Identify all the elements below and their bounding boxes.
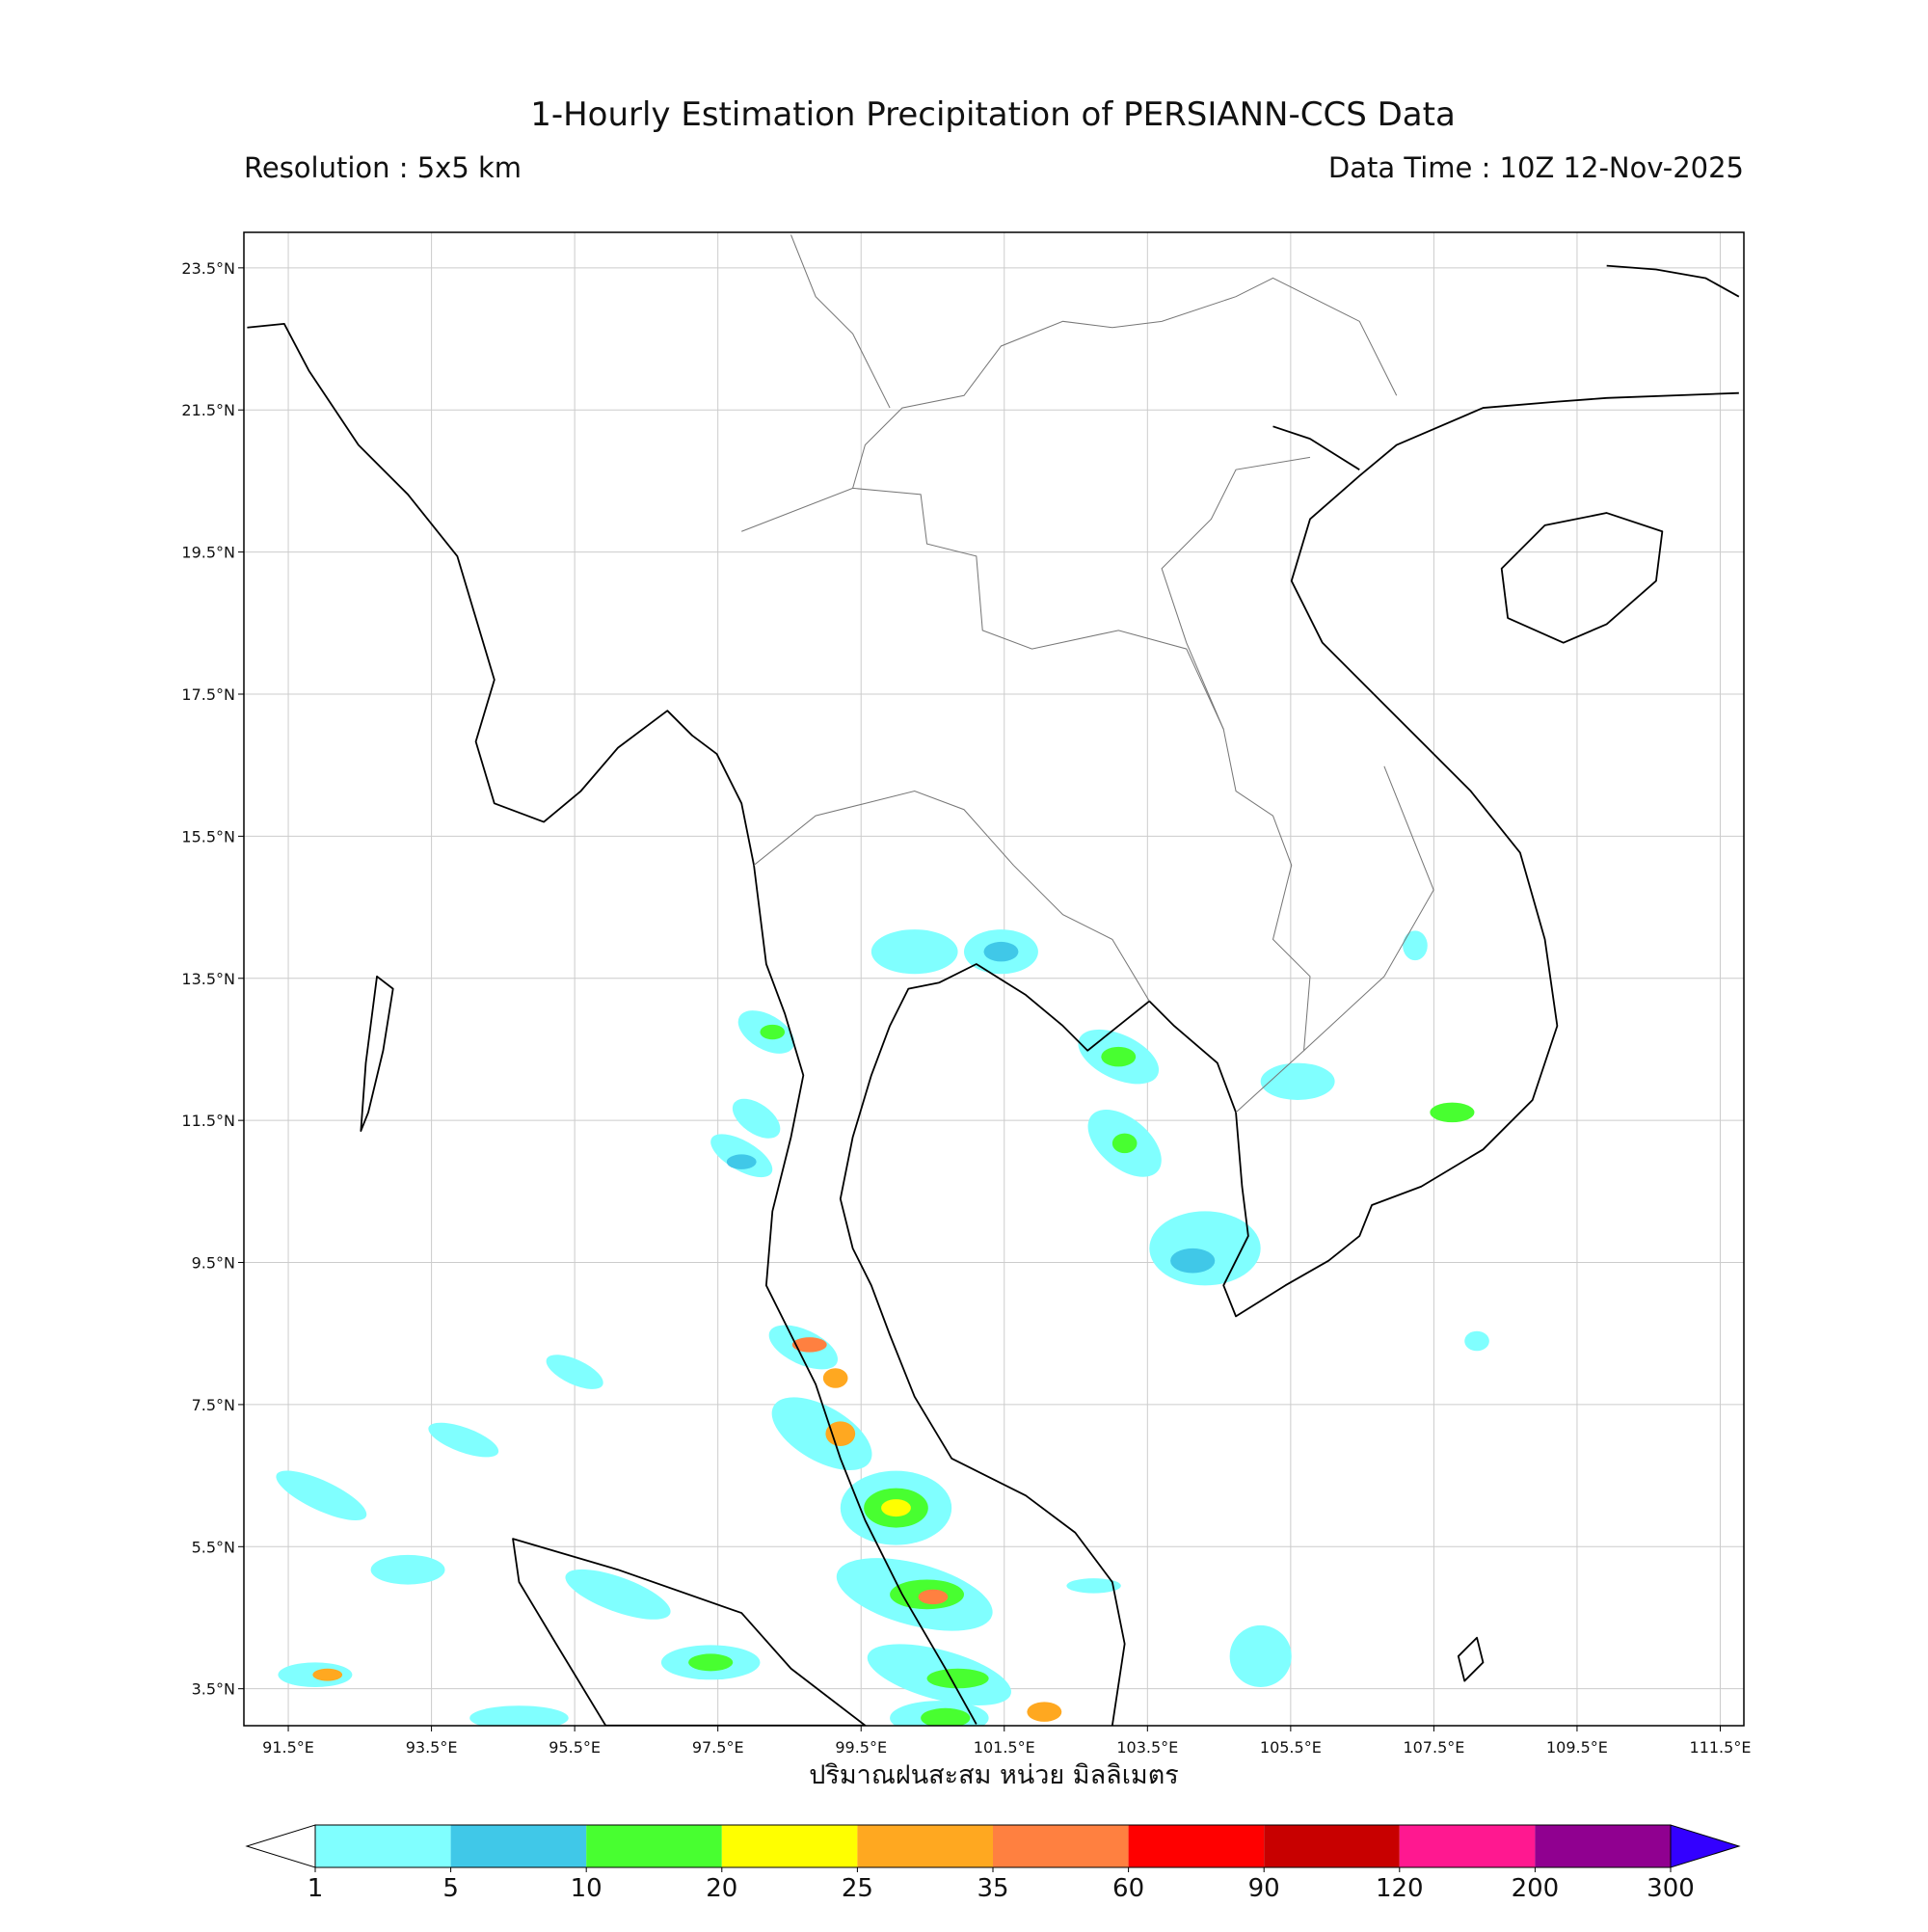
x-tick-label: 111.5°E [1690,1738,1752,1757]
x-tick-label: 97.5°E [692,1738,744,1757]
map-frame [243,231,1745,1727]
colorbar-tick-label: 10 [571,1874,602,1903]
colorbar-label: ปริมาณฝนสะสม หน่วย มิลลิเมตร [809,1760,1179,1790]
colorbar-segment [1535,1825,1671,1867]
grid [244,232,1744,1726]
y-tick-label: 21.5°N [181,401,235,419]
rain-field [276,929,1489,1726]
colorbar-segment [450,1825,587,1867]
y-tick-label: 5.5°N [192,1538,235,1556]
x-tick-label: 103.5°E [1116,1738,1178,1757]
x-tick-label: 91.5°E [262,1738,314,1757]
colorbar-tick-label: 5 [442,1874,459,1903]
colorbar-tick-label: 20 [706,1874,737,1903]
y-tick-label: 11.5°N [181,1112,235,1130]
y-tick-label: 23.5°N [181,259,235,278]
x-tick-label: 93.5°E [406,1738,458,1757]
colorbar-tick-label: 25 [842,1874,873,1903]
colorbar-tick-label: 300 [1647,1874,1695,1903]
y-tick-label: 17.5°N [181,685,235,704]
x-tick-label: 101.5°E [974,1738,1035,1757]
y-tick-label: 7.5°N [192,1396,235,1414]
title: 1-Hourly Estimation Precipitation of PER… [530,95,1456,134]
colorbar-segment [1399,1825,1536,1867]
borders [741,234,1434,1114]
x-tick-label: 107.5°E [1403,1738,1464,1757]
colorbar-tick-label: 200 [1512,1874,1560,1903]
colorbar-segment [586,1825,722,1867]
colorbar-over [1670,1824,1741,1868]
y-tick-label: 3.5°N [192,1680,235,1699]
colorbar-segment [857,1825,993,1867]
colorbar-tick-label: 60 [1112,1874,1144,1903]
x-tick-label: 105.5°E [1260,1738,1322,1757]
colorbar-tick-label: 35 [977,1874,1008,1903]
resolution: Resolution : 5x5 km [244,151,522,184]
colorbar-under [245,1824,316,1868]
x-tick-label: 95.5°E [549,1738,601,1757]
data-time: Data Time : 10Z 12-Nov-2025 [1328,151,1744,184]
y-tick-label: 15.5°N [181,827,235,845]
y-tick-label: 9.5°N [192,1254,235,1273]
coastlines [247,264,1740,1726]
colorbar: 1 5 10 20 25 35 60 90 120 200 300 [245,1824,1741,1903]
colorbar-segment [993,1825,1129,1867]
colorbar-tick-label: 120 [1376,1874,1424,1903]
colorbar-tick-label: 90 [1248,1874,1280,1903]
colorbar-segment [315,1825,451,1867]
colorbar-segment [1264,1825,1400,1867]
map-layer [247,234,1740,1726]
y-tick-label: 13.5°N [181,970,235,988]
colorbar-segment [721,1825,858,1867]
x-tick-label: 99.5°E [835,1738,887,1757]
colorbar-segment [1128,1825,1265,1867]
x-tick-label: 109.5°E [1546,1738,1608,1757]
y-tick-label: 19.5°N [181,544,235,562]
colorbar-tick-label: 1 [308,1874,324,1903]
